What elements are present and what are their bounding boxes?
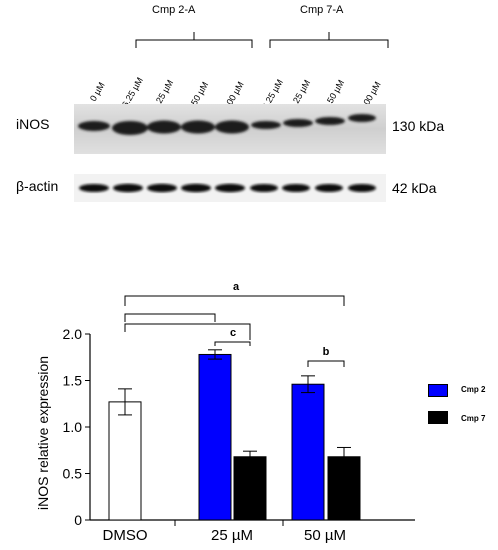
significance-bracket [307,360,345,367]
legend-label-cmp2: Cmp 2 [461,385,486,394]
significance-label: c [230,327,236,339]
chart-bars [108,349,361,521]
row-size-inos: 130 kDa [392,118,445,134]
group-label-cmp2: Cmp 2-A [152,4,196,16]
legend-label-cmp7: Cmp 7 [461,414,486,423]
x-tick-label: 50 µM [304,527,346,544]
x-tick-label: DMSO [103,527,148,544]
bar [233,456,267,521]
legend-swatch-cmp2 [428,384,448,397]
significance-bracket [124,323,251,340]
group-brackets [135,32,389,48]
x-tick-label: 25 µM [211,527,253,544]
bar [198,353,232,521]
bar-chart: a c b 0 0.5 1.0 1.5 2.0 DMSO 25 µM 50 µM iNOS rel… [35,281,415,544]
bar [291,383,325,521]
significance-bracket [124,313,216,322]
row-size-actin: 42 kDa [392,180,437,196]
bar [327,456,361,521]
row-label-inos: iNOS [16,116,50,132]
y-tick-label: 0 [74,512,82,528]
blot-image [74,104,386,202]
y-tick-label: 1.5 [63,373,83,389]
legend-swatch-cmp7 [428,411,448,424]
y-tick-label: 2.0 [63,326,83,342]
bar [108,401,142,521]
group-label-cmp7: Cmp 7-A [300,4,344,16]
y-tick-label: 0.5 [63,466,83,482]
significance-brackets: a c b [124,281,345,367]
chart-axes: 0 0.5 1.0 1.5 2.0 DMSO 25 µM 50 µM [63,326,415,544]
y-axis-label: iNOS relative expression [35,356,51,510]
significance-bracket [214,341,251,346]
significance-bracket [124,295,345,306]
significance-label: a [233,281,240,293]
y-tick-label: 1.0 [63,419,83,435]
row-label-actin: β-actin [16,178,59,194]
significance-label: b [323,346,330,358]
